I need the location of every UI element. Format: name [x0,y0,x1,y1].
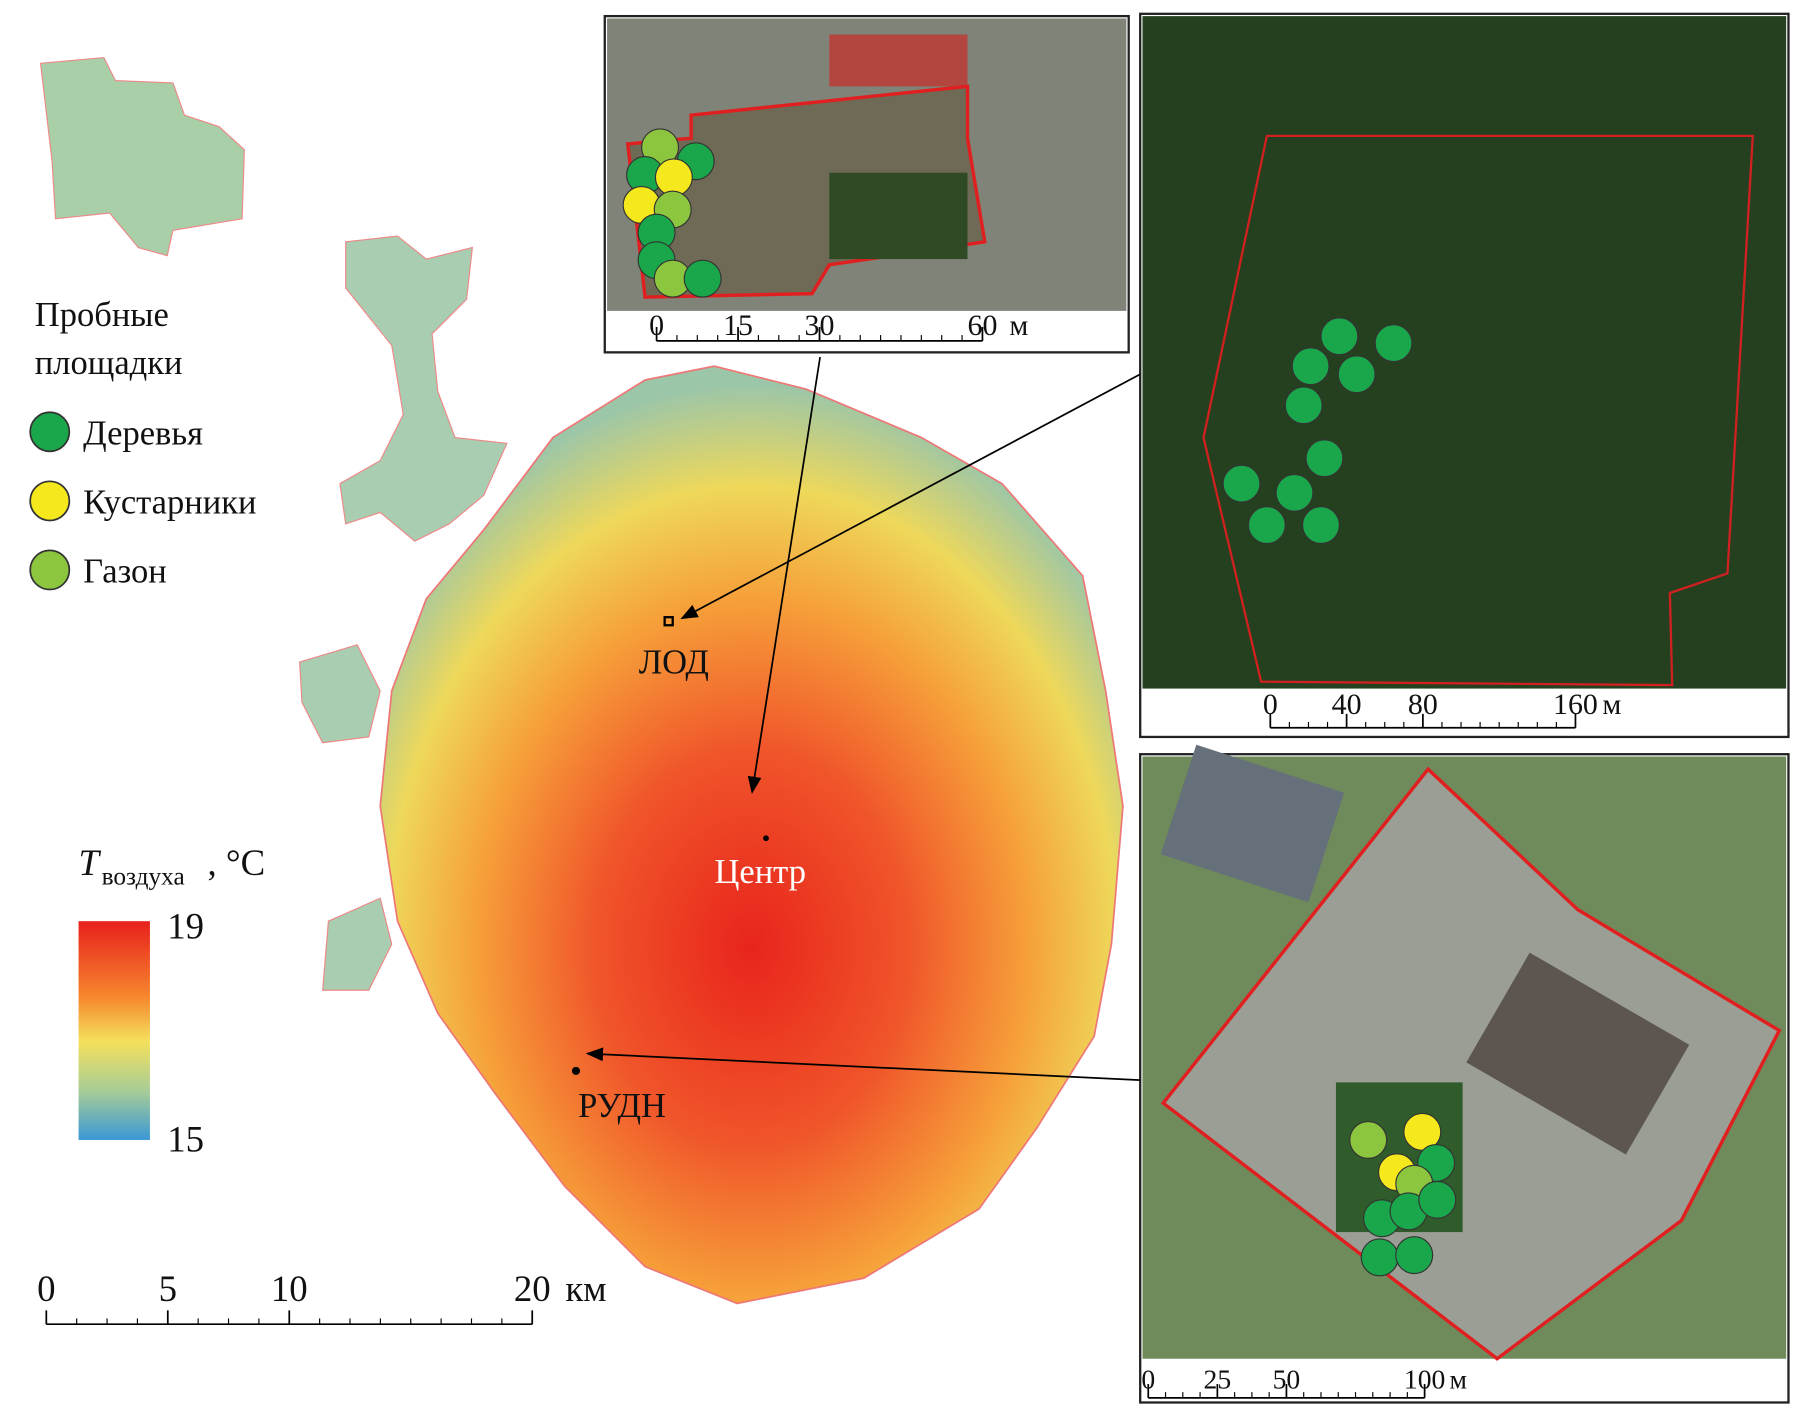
legend-swatch [29,480,71,522]
legend-label: Деревья [83,414,203,452]
colorbar-subscript: воздуха [102,862,185,890]
sample-plot [1284,386,1323,425]
sample-plot [1305,439,1344,478]
sample-plot [1360,1238,1399,1277]
scale-label: 25 [1204,1364,1232,1395]
sample-plot [1222,464,1261,503]
colorbar-min: 15 [167,1118,204,1159]
scale-label: 0 [1141,1364,1155,1395]
sample-plot [1418,1180,1457,1219]
sample-plot [1320,317,1359,356]
sample-plot [1349,1120,1388,1159]
scale-label: 60 [967,309,997,342]
scale-label: 80 [1408,688,1438,721]
scale-label: 20 [514,1268,551,1309]
territory-north [39,56,245,257]
legend-label: Газон [83,553,167,591]
sample-plot [1247,506,1286,545]
legend-swatch [29,411,71,453]
place-label: РУДН [578,1087,666,1125]
legend-title: площадки [35,344,183,382]
site-marker [663,616,674,627]
inset-rudn [1139,744,1790,1404]
scale-unit: м [1602,688,1621,721]
moscow-heat-map [379,365,1124,1305]
scale-unit: км [565,1268,606,1309]
scale-label: 100 [1404,1364,1445,1395]
territory-west [339,235,508,542]
sample-plot [1395,1236,1434,1275]
place-label: ЛОД [639,644,709,682]
sample-plot [1291,347,1330,386]
site-marker [571,1066,581,1075]
sample-plot [1374,324,1413,363]
scale-label: 5 [159,1268,177,1309]
scale-unit: м [1449,1364,1466,1395]
sample-plot [1337,355,1376,394]
scale-label: 10 [271,1268,308,1309]
legend-title: Пробные [35,296,169,334]
colorbar [78,921,150,1140]
place-label: Центр [714,853,806,891]
legend-swatch [29,549,71,591]
scale-label: 0 [649,309,664,342]
site-marker [763,835,769,842]
sample-plot [1275,473,1314,512]
scale-label: 15 [723,309,753,342]
colorbar-unit: , °C [208,842,266,883]
colorbar-max: 19 [167,905,204,946]
inset-forest [1139,12,1790,739]
sample-plot [683,259,722,298]
arrows [585,356,1141,1081]
scale-label: 30 [805,309,835,342]
scale-label: 40 [1332,688,1362,721]
legend-label: Кустарники [83,484,256,522]
scale-label: 0 [1263,688,1278,721]
colorbar-symbol: T [79,842,102,883]
scale-unit: м [1009,309,1028,342]
sample-plot [654,158,693,197]
territory-sw [299,644,393,991]
scale-label: 160 [1553,688,1598,721]
scale-label: 50 [1273,1364,1301,1395]
scale-label: 0 [37,1268,55,1309]
sample-plot [1301,506,1340,545]
